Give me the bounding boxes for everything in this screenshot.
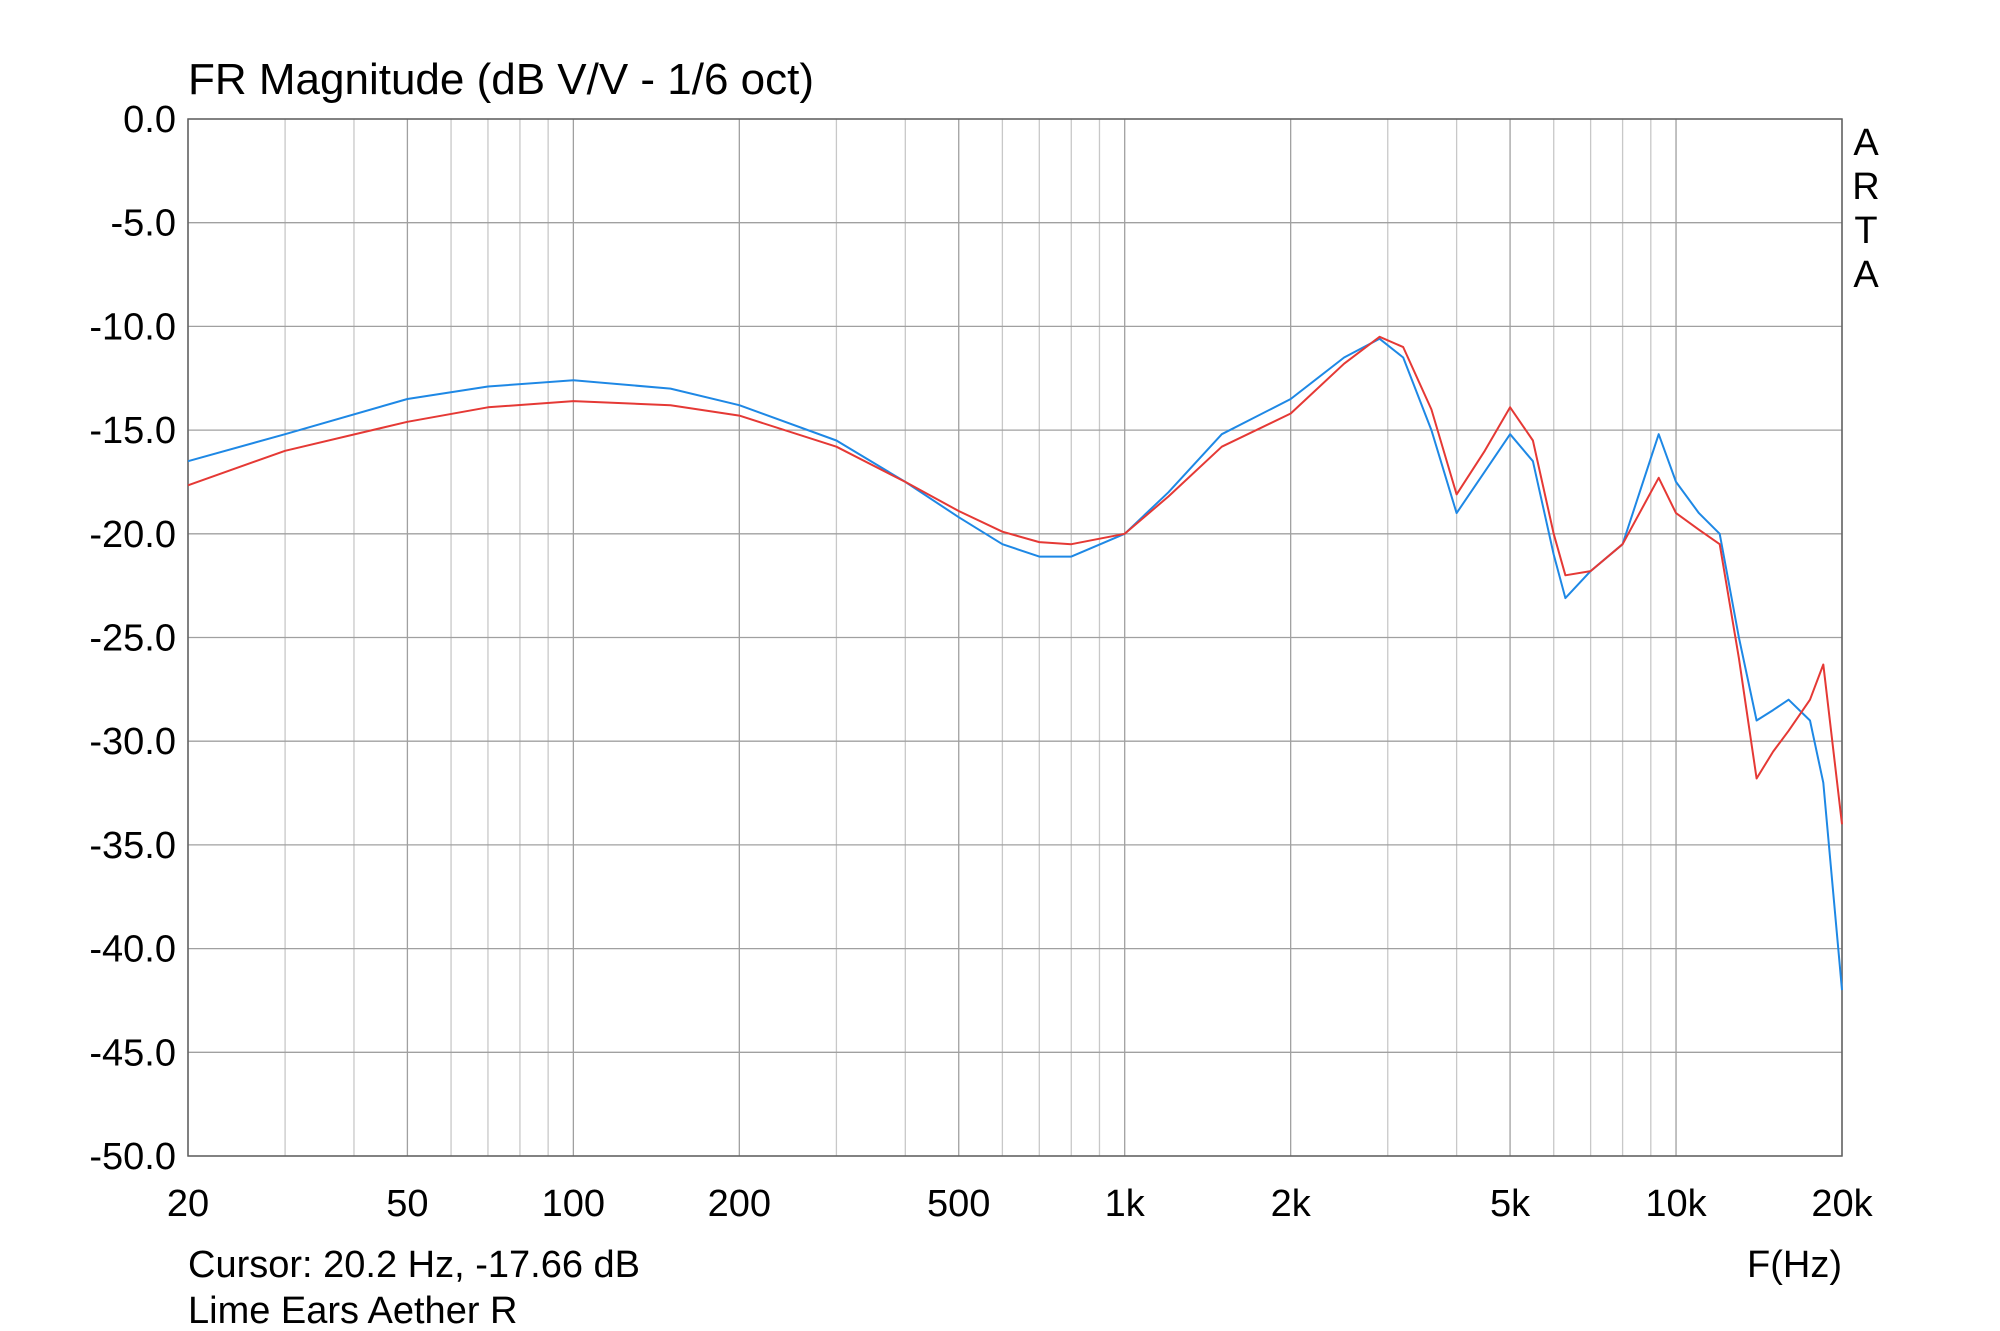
x-tick-label: 50 (386, 1183, 428, 1225)
series-line (187, 337, 1843, 991)
y-tick-label: -40.0 (89, 929, 176, 971)
y-tick-label: -5.0 (111, 203, 176, 245)
x-tick-label: 20 (167, 1183, 209, 1225)
series-line (187, 335, 1843, 825)
y-tick-label: -50.0 (89, 1136, 176, 1178)
x-tick-label: 5k (1490, 1183, 1531, 1225)
y-tick-label: -35.0 (89, 825, 176, 867)
y-tick-label: -15.0 (89, 410, 176, 452)
plot-frame (187, 118, 1843, 1157)
watermark: ARTA (1845, 122, 1887, 298)
y-tick-label: -10.0 (89, 306, 176, 348)
y-tick-label: -25.0 (89, 618, 176, 660)
x-axis-label: F(Hz) (1747, 1244, 1842, 1286)
x-tick-label: 200 (708, 1183, 771, 1225)
x-tick-label: 1k (1105, 1183, 1146, 1225)
x-tick-label: 20k (1811, 1183, 1873, 1225)
y-tick-label: -20.0 (89, 514, 176, 556)
y-tick-label: -30.0 (89, 721, 176, 763)
x-tick-label: 10k (1645, 1183, 1707, 1225)
x-tick-label: 2k (1271, 1183, 1312, 1225)
x-tick-label: 100 (542, 1183, 605, 1225)
y-tick-label: -45.0 (89, 1032, 176, 1074)
caption: Lime Ears Aether R (188, 1290, 517, 1331)
cursor-readout: Cursor: 20.2 Hz, -17.66 dB (188, 1244, 640, 1286)
x-tick-label: 500 (927, 1183, 990, 1225)
chart-title: FR Magnitude (dB V/V - 1/6 oct) (188, 55, 814, 104)
y-tick-label: 0.0 (123, 99, 176, 141)
